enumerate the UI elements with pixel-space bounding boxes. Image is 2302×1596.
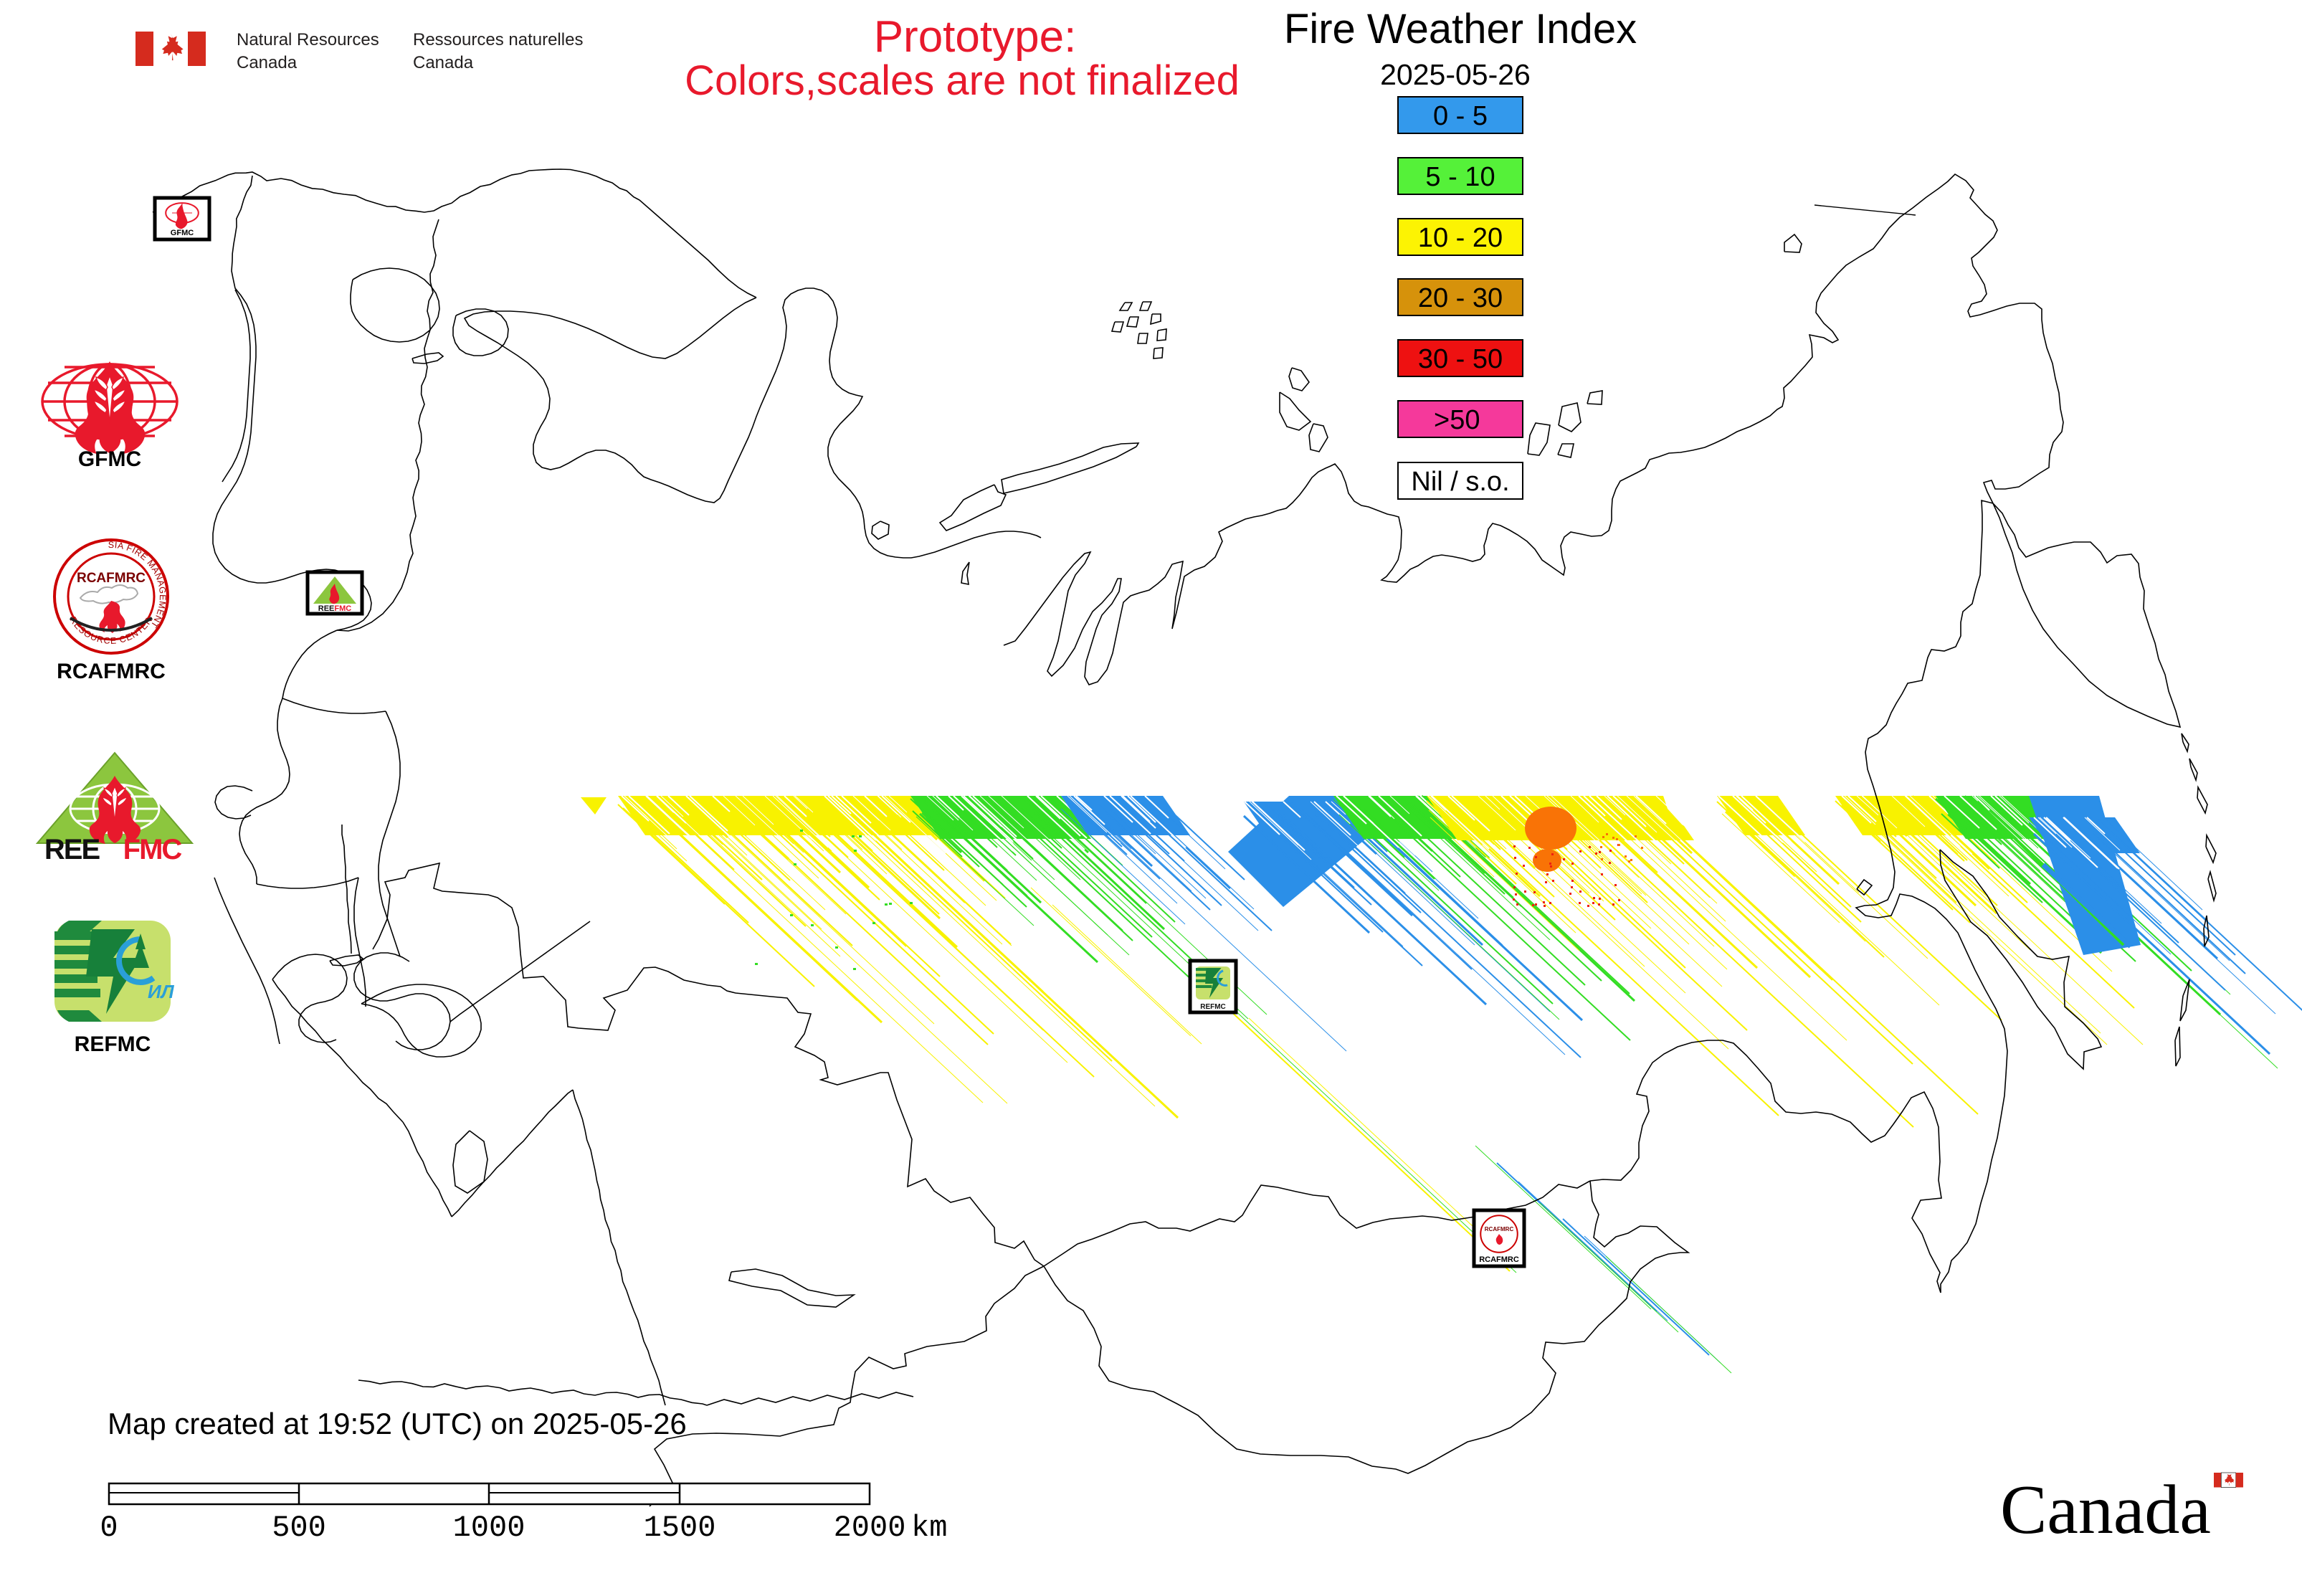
svg-text:REE: REE — [44, 834, 100, 865]
svg-text:Colors,scales are not finalize: Colors,scales are not finalized — [685, 57, 1240, 104]
svg-text:REEFMC: REEFMC — [318, 604, 352, 613]
svg-text:30 - 50: 30 - 50 — [1418, 344, 1503, 374]
svg-text:Fire Weather Index: Fire Weather Index — [1284, 6, 1637, 52]
svg-text:GFMC: GFMC — [171, 229, 194, 237]
svg-text:REFMC: REFMC — [1200, 1003, 1226, 1011]
svg-text:500: 500 — [272, 1511, 326, 1545]
svg-text:RCAFMRC: RCAFMRC — [1485, 1226, 1514, 1232]
svg-text:Map created at 19:52 (UTC) on: Map created at 19:52 (UTC) on 2025-05-26 — [108, 1407, 687, 1440]
svg-text:20 - 30: 20 - 30 — [1418, 283, 1503, 313]
svg-text:RCAFMRC: RCAFMRC — [57, 660, 166, 683]
svg-text:2025-05-26: 2025-05-26 — [1380, 58, 1531, 91]
svg-text:10 - 20: 10 - 20 — [1418, 223, 1503, 253]
svg-text:Canada: Canada — [2000, 1471, 2211, 1549]
svg-text:GFMC: GFMC — [78, 447, 141, 471]
svg-text:Nil / s.o.: Nil / s.o. — [1411, 467, 1509, 497]
svg-text:REFMC: REFMC — [75, 1032, 151, 1056]
svg-text:>50: >50 — [1434, 405, 1480, 435]
svg-text:0: 0 — [100, 1511, 118, 1545]
svg-text:Prototype:: Prototype: — [874, 12, 1077, 62]
svg-text:2000: 2000 — [834, 1511, 906, 1545]
svg-text:1000: 1000 — [453, 1511, 525, 1545]
svg-text:RCAFMRC: RCAFMRC — [77, 571, 146, 586]
svg-text:ИЛ: ИЛ — [148, 981, 175, 1002]
svg-text:Canada: Canada — [413, 53, 474, 72]
svg-text:Canada: Canada — [237, 53, 298, 72]
svg-text:0 - 5: 0 - 5 — [1433, 101, 1488, 131]
svg-text:5 - 10: 5 - 10 — [1425, 162, 1495, 192]
svg-text:Ressources naturelles: Ressources naturelles — [413, 30, 583, 49]
svg-text:1500: 1500 — [644, 1511, 716, 1545]
svg-text:FMC: FMC — [123, 834, 182, 865]
svg-text:km: km — [911, 1511, 947, 1545]
svg-text:Natural Resources: Natural Resources — [237, 30, 379, 49]
svg-text:RCAFMRC: RCAFMRC — [1479, 1255, 1519, 1264]
